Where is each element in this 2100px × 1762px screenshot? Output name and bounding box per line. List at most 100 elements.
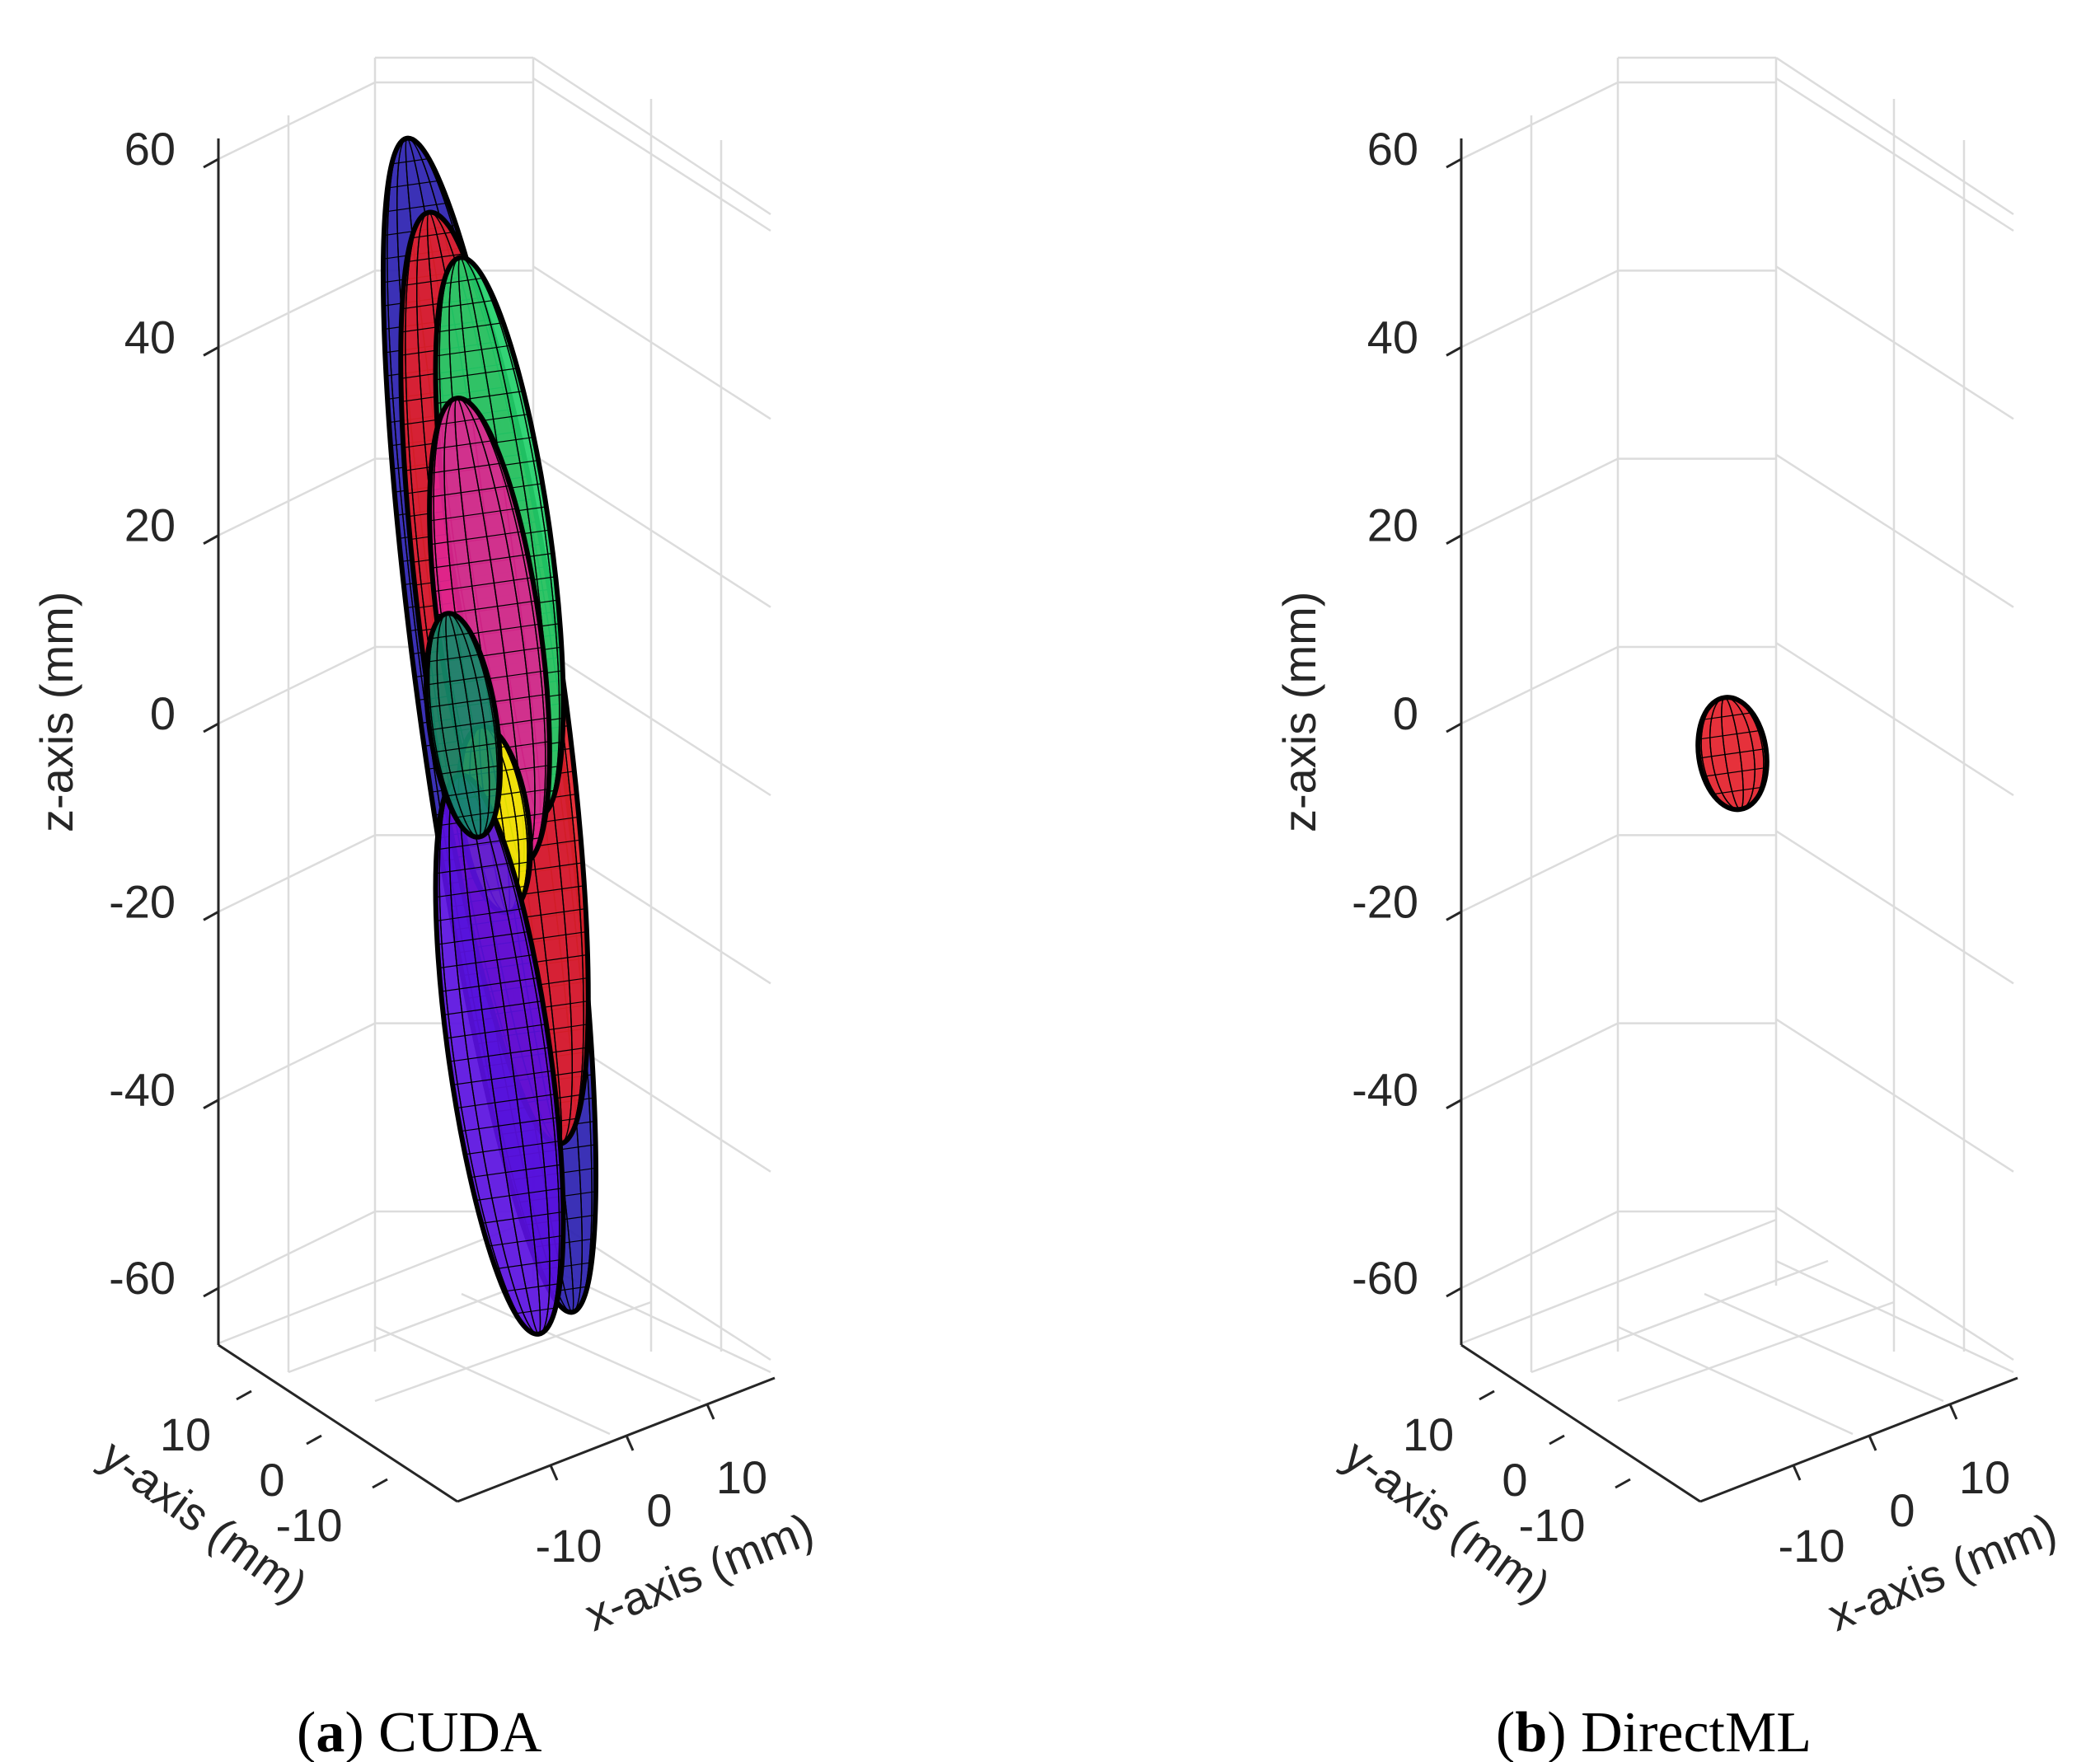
surface-parallel bbox=[430, 531, 523, 546]
y-tick bbox=[306, 1434, 322, 1446]
surface-parallel bbox=[1703, 766, 1767, 777]
surface-parallel bbox=[433, 439, 494, 450]
surface-parallel bbox=[452, 1070, 553, 1085]
z-tick bbox=[1446, 1099, 1462, 1109]
surface-parallel bbox=[429, 719, 497, 731]
z-tick-label: -20 bbox=[109, 875, 176, 927]
z-grid-line bbox=[1775, 1206, 2014, 1361]
surface-ellipsoid-red-small bbox=[1695, 695, 1770, 813]
surface-parallel bbox=[429, 508, 518, 522]
z-tick-label: -40 bbox=[109, 1064, 176, 1116]
y-tick-label: 0 bbox=[1502, 1454, 1527, 1506]
surface-parallel bbox=[426, 675, 488, 686]
z-grid-line bbox=[218, 457, 376, 537]
x-tick-label: -10 bbox=[536, 1520, 602, 1572]
x-tick bbox=[625, 1435, 635, 1451]
z-grid-line bbox=[532, 77, 771, 232]
surface-ellipsoid-teal bbox=[424, 611, 503, 840]
surface-parallel bbox=[431, 554, 528, 569]
surface-parallel bbox=[515, 1307, 556, 1314]
surface-parallel bbox=[445, 788, 500, 797]
x-tick-label: 0 bbox=[646, 1484, 672, 1536]
surface-parallel bbox=[387, 180, 440, 189]
z-tick bbox=[203, 911, 219, 921]
surface-parallel bbox=[435, 344, 511, 357]
z-grid-line bbox=[1775, 77, 2014, 232]
z-grid-line bbox=[1460, 1210, 1619, 1290]
caption-a: (a) CUDA bbox=[297, 1701, 542, 1762]
z-grid-line bbox=[1775, 265, 2014, 420]
surface-parallel bbox=[446, 1024, 546, 1039]
surface-parallel bbox=[437, 930, 529, 945]
y-tick-label: 0 bbox=[259, 1454, 284, 1506]
surface-parallel bbox=[460, 1117, 559, 1132]
surface-parallel bbox=[385, 202, 449, 213]
y-tick bbox=[372, 1478, 388, 1489]
surface-parallel bbox=[488, 1235, 564, 1247]
z-grid-line bbox=[1775, 453, 2014, 608]
y-tick-label: -10 bbox=[276, 1499, 343, 1551]
surface-parallel bbox=[436, 907, 524, 922]
z-tick-label: 60 bbox=[1367, 123, 1418, 175]
surface-parallel bbox=[438, 418, 482, 425]
y-tick bbox=[1615, 1478, 1631, 1489]
z-grid-line bbox=[1460, 81, 1619, 161]
z-tick bbox=[203, 157, 219, 169]
z-tick bbox=[203, 1286, 219, 1298]
surface-parallel bbox=[443, 277, 484, 284]
caption-text-a: CUDA bbox=[378, 1701, 542, 1762]
surface-parallel bbox=[435, 885, 518, 898]
x-tick bbox=[1792, 1464, 1802, 1481]
z-tick-label: 20 bbox=[124, 499, 176, 551]
y-tick bbox=[1479, 1389, 1495, 1401]
x-tick bbox=[1868, 1435, 1877, 1451]
z-tick bbox=[1446, 722, 1462, 733]
y-tick-label: 10 bbox=[1403, 1408, 1454, 1460]
z-tick bbox=[1446, 157, 1462, 169]
x-tick-label: 10 bbox=[716, 1451, 767, 1503]
z-tick bbox=[203, 1099, 219, 1109]
z-grid-line bbox=[218, 1210, 376, 1290]
caption-b: (b) DirectML bbox=[1496, 1701, 1812, 1762]
z-grid-line bbox=[1775, 641, 2014, 797]
surface-parallel bbox=[436, 322, 504, 333]
y-tick-label: 10 bbox=[160, 1408, 211, 1460]
surface-parallel bbox=[440, 977, 539, 992]
z-tick bbox=[203, 346, 219, 357]
surface-parallel bbox=[1699, 747, 1766, 759]
caption-text-b: DirectML bbox=[1581, 1701, 1812, 1762]
caption-letter-b: b bbox=[1515, 1701, 1547, 1762]
y-tick bbox=[1549, 1434, 1565, 1446]
z-grid-line bbox=[1460, 457, 1619, 537]
surface-parallel bbox=[406, 253, 465, 263]
z-tick-label: 40 bbox=[1367, 311, 1418, 363]
surface-parallel bbox=[429, 485, 511, 498]
surface-parallel bbox=[455, 811, 496, 818]
surface-parallel bbox=[1698, 729, 1762, 740]
z-tick-label: -40 bbox=[1352, 1064, 1418, 1116]
surface-parallel bbox=[430, 632, 471, 640]
z-grid-line bbox=[218, 645, 376, 725]
z-grid-line bbox=[532, 265, 771, 420]
x-axis-label-a: x-axis (mm) bbox=[578, 1502, 821, 1641]
surface-parallel bbox=[465, 1140, 560, 1155]
x-tick-label: 10 bbox=[1959, 1451, 2010, 1503]
surface-parallel bbox=[438, 299, 495, 309]
surface-parallel bbox=[448, 1047, 551, 1062]
z-tick bbox=[1446, 1286, 1462, 1298]
surface-parallel bbox=[430, 462, 503, 474]
z-tick-label: 0 bbox=[1393, 687, 1418, 739]
surface-parallel bbox=[504, 1282, 560, 1292]
z-grid-line bbox=[1460, 1022, 1619, 1101]
z-tick-label: 60 bbox=[124, 123, 176, 175]
z-axis-label-b: z-axis (mm) bbox=[1273, 592, 1325, 832]
surface-parallel bbox=[427, 697, 494, 709]
surface-parallel bbox=[1702, 712, 1753, 720]
surface-group-b bbox=[1695, 695, 1770, 813]
z-tick-label: 40 bbox=[124, 311, 176, 363]
